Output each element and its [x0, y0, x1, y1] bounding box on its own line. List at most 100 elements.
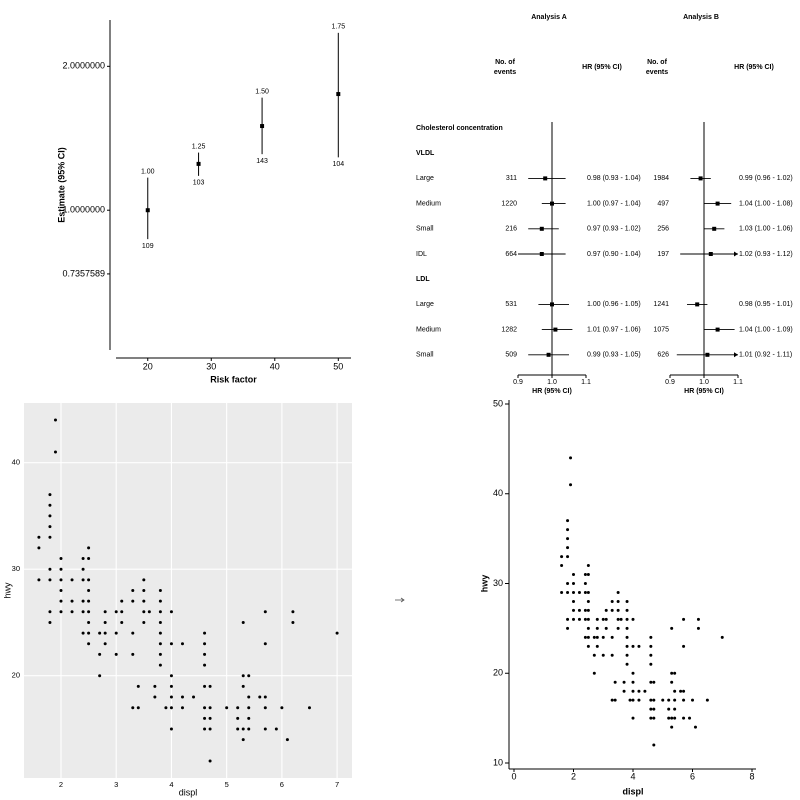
- point: [572, 599, 575, 603]
- point: [158, 610, 162, 614]
- hr-label: 1.04 (1.00 - 1.08): [739, 200, 793, 207]
- x-tick-label: 1.1: [581, 379, 591, 386]
- point: [670, 725, 674, 729]
- x-tick-label: 1.0: [699, 379, 709, 386]
- point: [661, 698, 665, 702]
- point: [696, 617, 700, 621]
- point: [592, 635, 596, 639]
- point: [203, 642, 207, 646]
- point: [569, 456, 573, 460]
- point: [566, 537, 570, 541]
- row-label: Medium: [416, 200, 441, 207]
- hr-point: [698, 176, 703, 181]
- point: [572, 617, 575, 621]
- point: [241, 684, 245, 688]
- point: [628, 698, 632, 702]
- estimate-point: [196, 161, 201, 166]
- point: [649, 716, 653, 720]
- events-count: 1075: [653, 326, 669, 333]
- hr-label: 0.97 (0.93 - 1.02): [587, 226, 641, 233]
- point: [652, 707, 656, 711]
- point: [583, 617, 587, 621]
- point: [98, 674, 102, 678]
- value-label: 1.50: [255, 88, 269, 95]
- point: [169, 695, 173, 699]
- point: [649, 698, 653, 702]
- arrow-head: [400, 597, 405, 603]
- y-axis-title: Estimate (95% CI): [56, 147, 66, 223]
- analysis-title: Analysis B: [683, 14, 719, 21]
- point: [679, 689, 683, 693]
- point: [619, 617, 623, 621]
- point: [131, 652, 135, 656]
- point: [592, 653, 596, 657]
- point: [87, 589, 91, 592]
- hr-label: 1.02 (0.93 - 1.12): [739, 251, 793, 258]
- point: [682, 689, 686, 693]
- point: [87, 557, 91, 561]
- hr-point: [539, 226, 544, 231]
- point: [59, 610, 63, 614]
- point: [595, 617, 599, 621]
- point: [192, 695, 196, 699]
- point: [158, 620, 162, 624]
- point: [560, 590, 564, 594]
- section-label: Cholesterol concentration: [416, 125, 503, 132]
- x-tick-label: 1.0: [547, 379, 557, 386]
- point: [637, 644, 641, 648]
- point: [169, 727, 173, 731]
- point: [291, 620, 295, 624]
- hr-point: [695, 302, 700, 307]
- point: [631, 689, 635, 693]
- hr-point: [539, 252, 544, 256]
- point: [307, 706, 311, 710]
- point: [586, 617, 590, 621]
- x-tick-label: 0: [511, 771, 516, 781]
- point: [586, 599, 590, 603]
- point: [649, 644, 653, 648]
- point: [625, 635, 629, 639]
- point: [263, 642, 267, 646]
- point: [604, 626, 608, 630]
- row-label: Large: [416, 175, 434, 182]
- point: [147, 610, 151, 614]
- point: [247, 727, 251, 731]
- point: [631, 698, 635, 702]
- y-axis-title: hwy: [479, 575, 489, 593]
- point: [583, 590, 587, 594]
- point: [81, 578, 85, 582]
- hr-label: 1.00 (0.96 - 1.05): [587, 301, 641, 308]
- point: [53, 418, 57, 422]
- x-tick-label: 4: [169, 780, 173, 789]
- point: [583, 635, 587, 639]
- point: [616, 626, 620, 630]
- group-label: LDL: [416, 276, 430, 283]
- x-tick-label: 8: [749, 771, 754, 781]
- events-count: 197: [657, 251, 669, 258]
- hr-point: [712, 226, 717, 231]
- point: [566, 546, 570, 550]
- point: [208, 684, 212, 688]
- point: [592, 671, 596, 675]
- hr-point: [550, 201, 554, 206]
- point: [142, 589, 146, 592]
- point: [153, 684, 157, 688]
- point: [673, 707, 677, 711]
- point: [180, 706, 184, 710]
- point: [48, 578, 52, 582]
- point: [114, 631, 118, 635]
- ci-arrow: [734, 352, 738, 358]
- y-tick-label: 20: [12, 671, 20, 680]
- events-count: 1282: [501, 326, 517, 333]
- row-label: IDL: [416, 251, 427, 258]
- point: [103, 620, 107, 624]
- point: [103, 610, 107, 614]
- hr-label: 1.03 (1.00 - 1.06): [739, 226, 793, 233]
- point: [120, 599, 124, 603]
- point: [693, 725, 697, 729]
- x-tick-label: 6: [280, 780, 284, 789]
- point: [37, 578, 41, 582]
- point: [158, 642, 162, 646]
- events-count: 1984: [653, 175, 669, 182]
- point: [98, 652, 102, 656]
